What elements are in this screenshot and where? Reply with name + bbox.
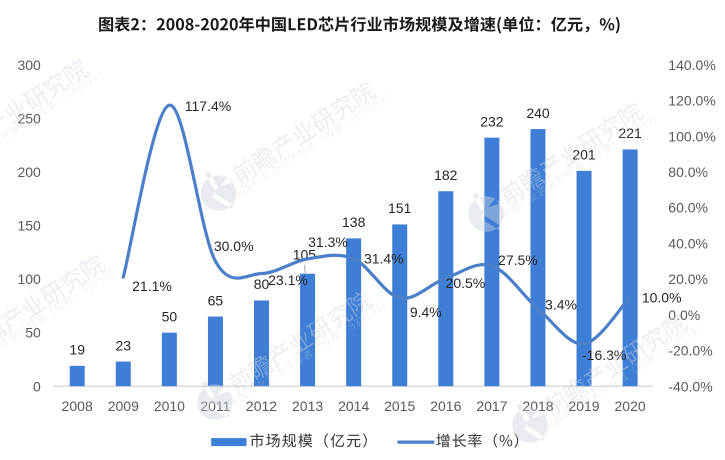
svg-text:50: 50: [162, 308, 178, 324]
svg-text:80.0%: 80.0%: [668, 164, 708, 180]
svg-text:201: 201: [572, 147, 596, 163]
svg-text:151: 151: [388, 200, 412, 216]
svg-text:2018: 2018: [522, 398, 553, 414]
svg-text:240: 240: [526, 105, 550, 121]
svg-text:2015: 2015: [384, 398, 415, 414]
svg-text:2013: 2013: [292, 398, 323, 414]
svg-text:30.0%: 30.0%: [214, 238, 254, 254]
svg-text:50: 50: [25, 325, 41, 341]
svg-text:138: 138: [342, 214, 366, 230]
svg-text:182: 182: [434, 167, 458, 183]
svg-text:0: 0: [33, 378, 41, 394]
svg-text:2011: 2011: [200, 398, 230, 414]
svg-text:2017: 2017: [476, 398, 507, 414]
svg-text:9.4%: 9.4%: [410, 304, 442, 320]
svg-text:120.0%: 120.0%: [668, 93, 715, 109]
svg-text:80: 80: [254, 276, 270, 292]
svg-text:2010: 2010: [154, 398, 185, 414]
svg-text:23: 23: [116, 337, 132, 353]
svg-text:250: 250: [17, 111, 41, 127]
svg-text:20.5%: 20.5%: [446, 275, 486, 291]
svg-text:20.0%: 20.0%: [668, 271, 708, 287]
svg-text:31.3%: 31.3%: [308, 234, 348, 250]
svg-text:27.5%: 27.5%: [498, 252, 538, 268]
svg-text:117.4%: 117.4%: [185, 98, 231, 114]
svg-text:2009: 2009: [108, 398, 139, 414]
svg-text:2019: 2019: [568, 398, 599, 414]
svg-text:221: 221: [618, 125, 642, 141]
svg-text:2012: 2012: [246, 398, 277, 414]
svg-text:100.0%: 100.0%: [668, 128, 715, 144]
svg-text:2016: 2016: [430, 398, 461, 414]
svg-text:2008: 2008: [62, 398, 93, 414]
svg-text:140.0%: 140.0%: [668, 57, 715, 73]
svg-text:60.0%: 60.0%: [668, 200, 708, 216]
svg-text:300: 300: [17, 57, 41, 73]
svg-text:31.4%: 31.4%: [364, 250, 404, 266]
svg-text:2014: 2014: [338, 398, 369, 414]
svg-text:10.0%: 10.0%: [642, 289, 682, 305]
svg-text:232: 232: [480, 113, 504, 129]
svg-text:65: 65: [208, 292, 224, 308]
svg-text:23.1%: 23.1%: [268, 272, 308, 288]
svg-text:0.0%: 0.0%: [668, 307, 700, 323]
svg-text:19: 19: [69, 342, 85, 358]
svg-text:-40.0%: -40.0%: [668, 378, 712, 394]
svg-text:100: 100: [17, 271, 41, 287]
svg-text:-16.3%: -16.3%: [582, 347, 626, 363]
svg-text:40.0%: 40.0%: [668, 236, 708, 252]
svg-text:-20.0%: -20.0%: [668, 343, 712, 359]
svg-text:150: 150: [17, 218, 41, 234]
svg-text:200: 200: [17, 164, 41, 180]
svg-text:21.1%: 21.1%: [132, 278, 172, 294]
svg-text:2020: 2020: [615, 398, 646, 414]
svg-text:3.4%: 3.4%: [545, 296, 577, 312]
